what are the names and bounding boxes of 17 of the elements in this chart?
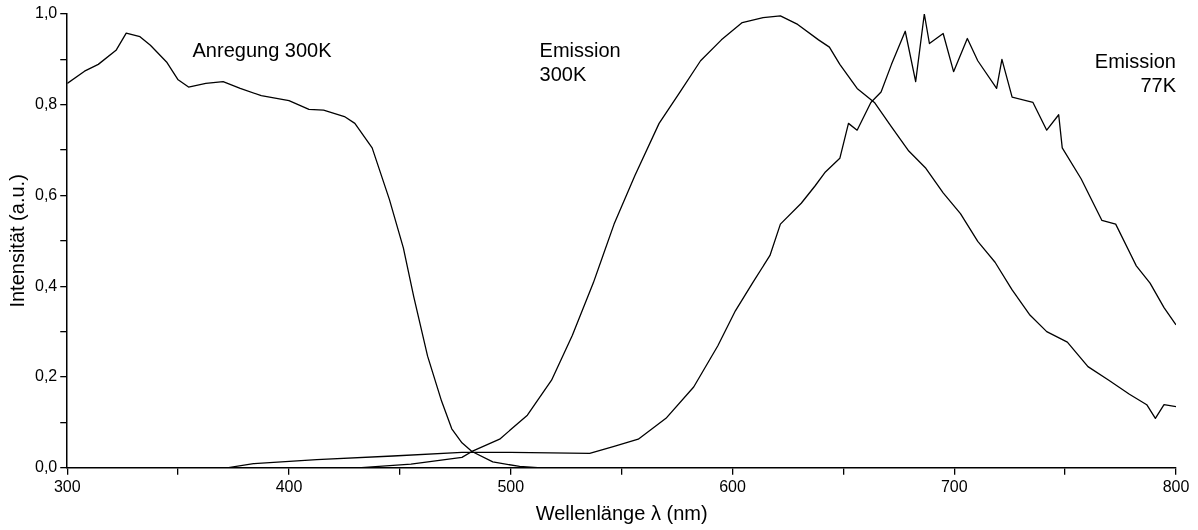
x-tick-label: 500 [497,477,525,495]
y-tick-label: 0,2 [34,367,58,385]
y-tick-label: 0,6 [34,185,58,203]
x-tick-label: 600 [719,477,746,495]
x-tick-label: 800 [1162,477,1190,495]
y-tick-label: 0,4 [34,276,58,294]
text: Emission 300K [539,38,621,85]
x-tick-label: 700 [940,477,968,495]
x-tick-label: 300 [53,477,81,495]
y-tick-label: 0,8 [34,95,58,113]
x-tick-label: 400 [275,477,303,495]
y-axis-title: Intensität (a.u.) [5,174,28,308]
x-axis-title: Wellenlänge λ (nm) [535,501,708,524]
text: Emission 77K [1094,50,1177,97]
y-tick-label: 1,0 [34,4,58,22]
y-tick-label: 0,0 [34,458,58,476]
series-label: Anregung 300K [192,38,333,61]
